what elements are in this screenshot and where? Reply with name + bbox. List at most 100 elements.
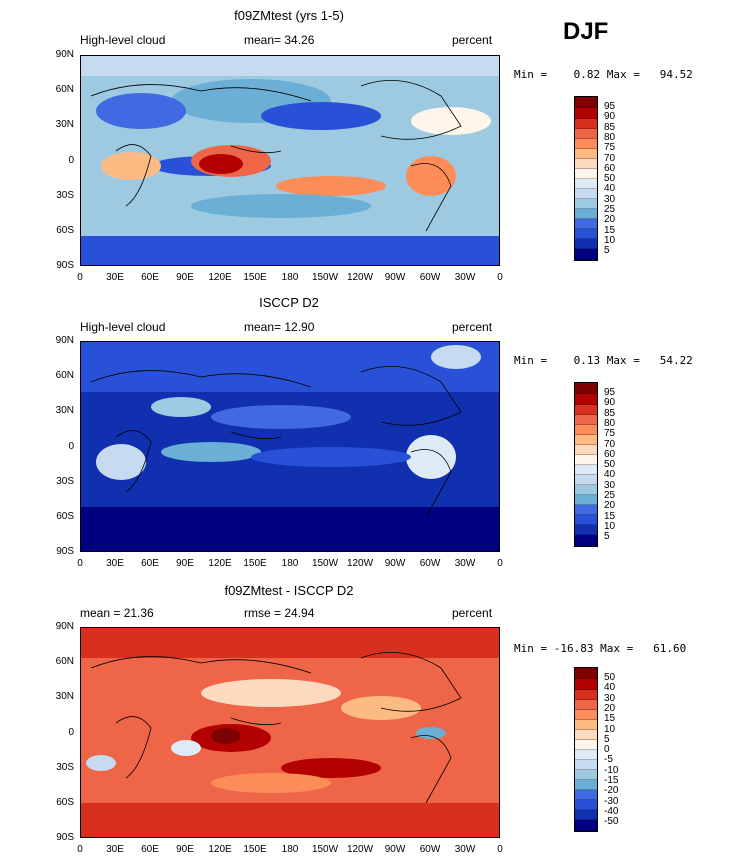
lat-tick-label: 30S [56,761,74,773]
colorbar-label: 40 [604,469,616,481]
lon-tick-label: 0 [77,558,83,569]
lon-tick-label: 90E [176,844,194,855]
lat-tick-label: 60S [56,510,74,522]
colorbar [574,96,598,261]
lon-tick-label: 0 [497,844,503,855]
colorbar-label: 20 [604,702,616,714]
lat-tick-label: 30S [56,189,74,201]
colorbar-label: 10 [604,723,616,735]
colorbar-label: 50 [604,459,616,471]
lon-tick-label: 30W [454,844,476,855]
lon-tick-label: 120E [208,558,232,569]
colorbar-label: -15 [604,775,619,786]
map-plot [80,627,500,838]
season-label: DJF [563,18,609,45]
lat-tick-label: 30N [55,405,74,417]
lat-tick-label: 90S [56,546,74,557]
lat-tick-label: 30N [55,691,74,703]
lon-tick-label: 150E [243,844,267,855]
map-plot [80,55,500,266]
lat-tick-label: 60N [55,656,74,668]
lat-tick-label: 90N [55,335,74,346]
lat-tick-label: 0 [68,726,74,738]
colorbar-label: 50 [604,672,616,683]
lon-tick-label: 120E [208,844,232,855]
lon-tick-label: 60E [141,558,159,569]
lon-tick-label: 90W [384,558,406,569]
colorbar-label: -5 [604,754,613,766]
lon-tick-label: 120E [208,272,232,283]
field-label: High-level cloud [80,320,166,334]
lon-tick-label: 180 [281,844,299,855]
colorbar-label: 10 [604,520,616,532]
colorbar-label: -20 [604,785,619,797]
lon-tick-label: 60E [141,844,159,855]
lat-tick-label: 0 [68,440,74,452]
colorbar-label: 30 [604,193,616,205]
mean-label: mean= 12.90 [244,320,315,334]
colorbar-label: 70 [604,152,616,164]
lat-tick-label: 30N [55,119,74,131]
lat-tick-label: 90N [55,49,74,60]
lon-tick-label: 150E [243,272,267,283]
colorbar-label: 90 [604,397,616,409]
units-label: percent [452,606,493,620]
min-max-label: Min = 0.82 Max = 94.52 [514,68,693,81]
colorbar-label: 75 [604,142,616,154]
lon-tick-label: 30W [454,272,476,283]
colorbar-label: 95 [604,387,616,398]
colorbar-label: 10 [604,234,616,246]
colorbar-label: 80 [604,417,616,429]
lon-tick-label: 120W [346,558,374,569]
colorbar-label: 25 [604,204,616,215]
lon-tick-label: 120W [346,844,374,855]
lat-tick-label: 60N [55,84,74,96]
lat-tick-label: 60S [56,224,74,236]
colorbar-label: 5 [604,531,610,543]
map-plot [80,341,500,552]
lon-tick-label: 90E [176,272,194,283]
lat-tick-label: 60S [56,796,74,808]
colorbar-label: 5 [604,245,610,257]
lon-tick-label: 0 [497,558,503,569]
lat-tick-label: 90N [55,621,74,632]
lat-tick-label: 60N [55,370,74,382]
colorbar-label: 40 [604,682,616,694]
colorbar-label: -50 [604,816,619,828]
lon-tick-label: 150W [311,272,339,283]
colorbar-label: 15 [604,510,616,522]
lon-tick-label: 150W [311,558,339,569]
colorbar-label: 90 [604,111,616,123]
colorbar [574,382,598,547]
units-label: percent [452,320,493,334]
colorbar-label: 0 [604,744,610,756]
colorbar-label: 85 [604,121,616,133]
lat-tick-label: 90S [56,832,74,843]
colorbar-label: 15 [604,713,616,725]
colorbar-label: -40 [604,805,619,817]
colorbar-label: 80 [604,131,616,143]
min-max-label: Min = -16.83 Max = 61.60 [514,642,687,655]
panel-title: ISCCP D2 [259,295,319,310]
lon-tick-label: 30E [106,844,124,855]
lon-tick-label: 90W [384,272,406,283]
colorbar-label: 50 [604,173,616,185]
lon-tick-label: 60W [419,272,441,283]
lon-tick-label: 30W [454,558,476,569]
lon-tick-label: 180 [281,558,299,569]
lon-tick-label: 180 [281,272,299,283]
lon-tick-label: 30E [106,272,124,283]
lat-tick-label: 90S [56,260,74,271]
lon-tick-label: 0 [77,844,83,855]
colorbar [574,667,598,832]
units-label: percent [452,33,493,47]
colorbar-label: 75 [604,428,616,440]
colorbar-label: 30 [604,479,616,491]
colorbar-label: -10 [604,764,619,776]
mean-label: mean = 21.36 [80,606,154,620]
panel-title: f09ZMtest (yrs 1-5) [234,8,344,23]
colorbar-label: 95 [604,101,616,112]
rmse-label: rmse = 24.94 [244,606,315,620]
colorbar-label: 40 [604,183,616,195]
lon-tick-label: 150W [311,844,339,855]
